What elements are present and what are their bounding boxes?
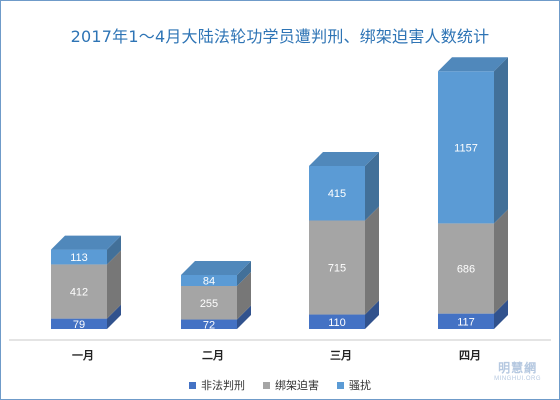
value-label-2-3: 715 [328,263,346,275]
bar-side-2-1 [107,250,121,319]
legend-swatch-2 [263,381,270,389]
bar-side-3-3 [365,151,379,221]
value-label-3-4: 1157 [454,142,478,154]
legend-swatch-1 [189,381,196,389]
value-label-1-2: 72 [203,319,215,331]
legend-item-3: 骚扰 [337,377,371,393]
value-label-2-2: 255 [200,298,218,310]
bar-side-1-4 [494,299,508,329]
legend-label-2: 绑架迫害 [275,379,319,392]
bar-3-4 [438,71,494,224]
bar-side-3-2 [237,260,251,286]
bar-1-1 [51,318,107,329]
bar-top-1 [51,235,121,250]
bar-top-4 [438,57,508,72]
value-label-3-1: 113 [70,252,88,264]
bar-top-2 [181,260,251,275]
value-label-3-3: 415 [328,188,346,200]
bar-1-3 [309,314,365,329]
value-label-1-4: 117 [457,316,475,328]
chart-legend: 非法判刑 绑架迫害 骚扰 [1,377,559,393]
legend-swatch-3 [337,381,344,389]
bar-2-2 [181,285,237,320]
legend-label-1: 非法判刑 [201,379,245,392]
value-label-1-3: 110 [328,317,346,329]
bar-2-4 [438,223,494,314]
bar-side-3-1 [107,235,121,265]
bar-3-3 [309,165,365,221]
bar-side-2-3 [365,206,379,315]
bar-2-3 [309,220,365,315]
value-label-2-1: 412 [70,287,88,299]
value-label-2-4: 686 [457,264,475,276]
bar-top-3 [309,151,379,166]
category-label-2: 二月 [202,349,224,362]
bar-1-2 [181,319,237,329]
legend-item-2: 绑架迫害 [263,377,319,393]
value-label-1-1: 79 [73,319,85,331]
bar-side-1-1 [107,304,121,329]
legend-item-1: 非法判刑 [189,377,245,393]
legend-label-3: 骚扰 [349,379,371,392]
chart-title: 2017年1～4月大陆法轮功学员遭判刑、绑架迫害人数统计 [70,27,490,46]
bar-side-3-4 [494,57,508,224]
bar-3-1 [51,249,107,265]
watermark-cn: 明慧網 [498,361,538,375]
bar-2-1 [51,264,107,319]
bar-side-1-3 [365,300,379,329]
minghui-watermark: 明慧網 MINGHUI.ORG [494,359,541,382]
category-label-3: 三月 [330,349,352,362]
bar-side-2-4 [494,209,508,314]
category-label-4: 四月 [459,349,481,362]
category-label-1: 一月 [72,349,94,362]
bar-3-2 [181,274,237,286]
watermark-en: MINGHUI.ORG [494,376,541,382]
bar-1-4 [438,313,494,329]
value-label-3-2: 84 [203,275,215,287]
bar-side-2-2 [237,271,251,320]
bar-side-1-2 [237,305,251,329]
